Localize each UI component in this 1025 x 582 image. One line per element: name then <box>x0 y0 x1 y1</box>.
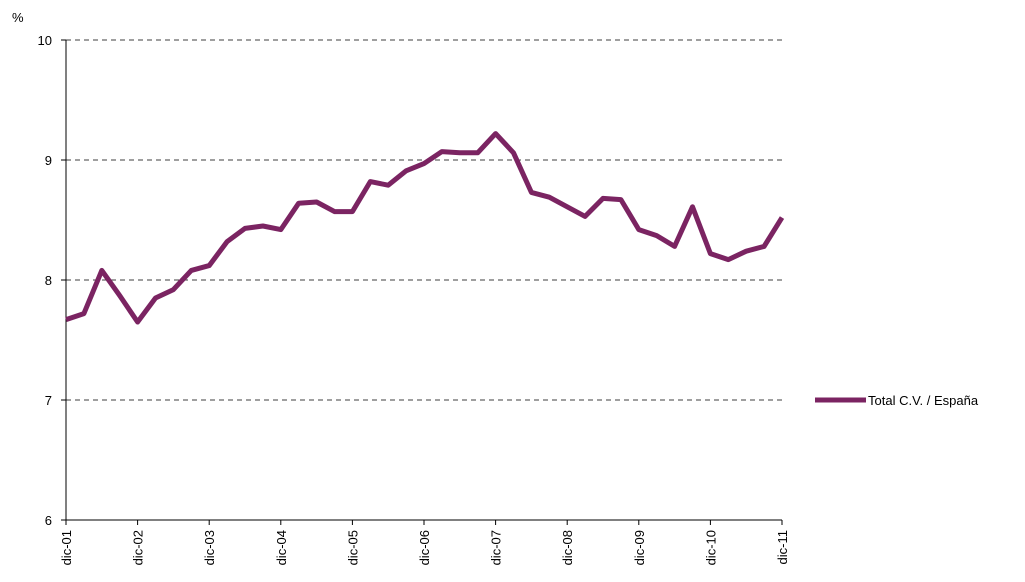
x-tick-label: dic-04 <box>274 530 289 565</box>
x-tick-label: dic-03 <box>202 530 217 565</box>
x-tick-label: dic-10 <box>703 530 718 565</box>
x-tick-label: dic-01 <box>59 530 74 565</box>
x-tick-label: dic-02 <box>131 530 146 565</box>
y-axis-label: % <box>12 10 24 25</box>
legend-label: Total C.V. / España <box>868 393 979 408</box>
x-tick-label: dic-05 <box>345 530 360 565</box>
x-tick-label: dic-11 <box>775 530 790 564</box>
x-tick-label: dic-07 <box>489 530 504 565</box>
y-tick-label: 9 <box>45 153 52 168</box>
y-tick-label: 7 <box>45 393 52 408</box>
y-tick-label: 6 <box>45 513 52 528</box>
x-tick-label: dic-06 <box>417 530 432 565</box>
y-tick-label: 8 <box>45 273 52 288</box>
series-line <box>65 131 785 325</box>
x-tick-label: dic-08 <box>560 530 575 565</box>
x-tick-label: dic-09 <box>632 530 647 565</box>
y-tick-label: 10 <box>38 33 52 48</box>
